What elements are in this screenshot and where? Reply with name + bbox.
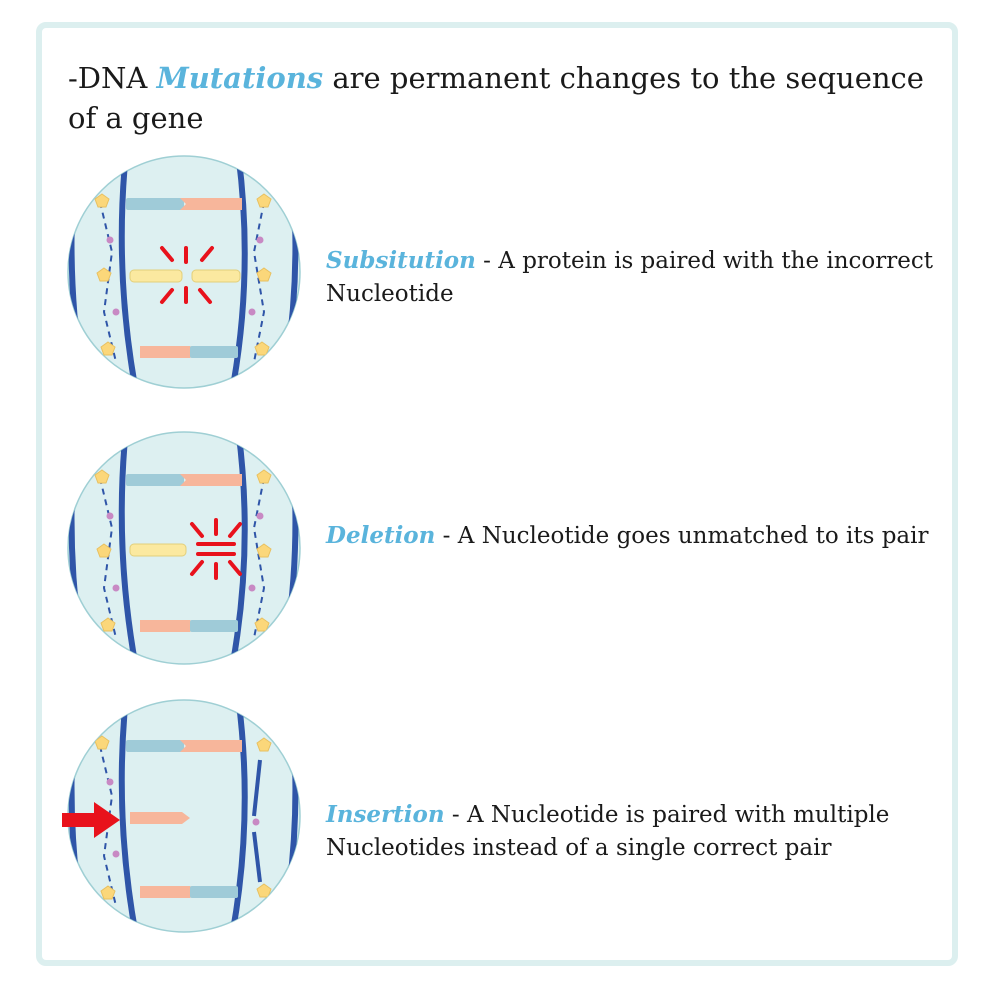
substitution-description: - A protein is paired with the incorrect…: [326, 248, 933, 307]
deletion-caption: Deletion - A Nucleotide goes unmatched t…: [326, 519, 946, 553]
deletion-term: Deletion: [326, 522, 436, 549]
title-highlight: Mutations: [156, 61, 324, 95]
red-arrow-icon: [60, 800, 124, 840]
page-title: -DNA Mutations are permanent changes to …: [68, 58, 948, 138]
title-suffix: are permanent changes to the sequence of…: [68, 61, 924, 135]
dna-deletion-icon: [64, 428, 304, 668]
substitution-term: Subsitution: [326, 247, 476, 274]
deletion-description: - A Nucleotide goes unmatched to its pai…: [435, 523, 929, 549]
dna-substitution-icon: [64, 152, 304, 392]
substitution-caption: Subsitution - A protein is paired with t…: [326, 244, 946, 311]
insertion-description: - A Nucleotide is paired with multiple N…: [326, 802, 890, 861]
insertion-term: Insertion: [326, 801, 445, 828]
insertion-caption: Insertion - A Nucleotide is paired with …: [326, 798, 946, 865]
title-prefix: -DNA: [68, 61, 157, 95]
